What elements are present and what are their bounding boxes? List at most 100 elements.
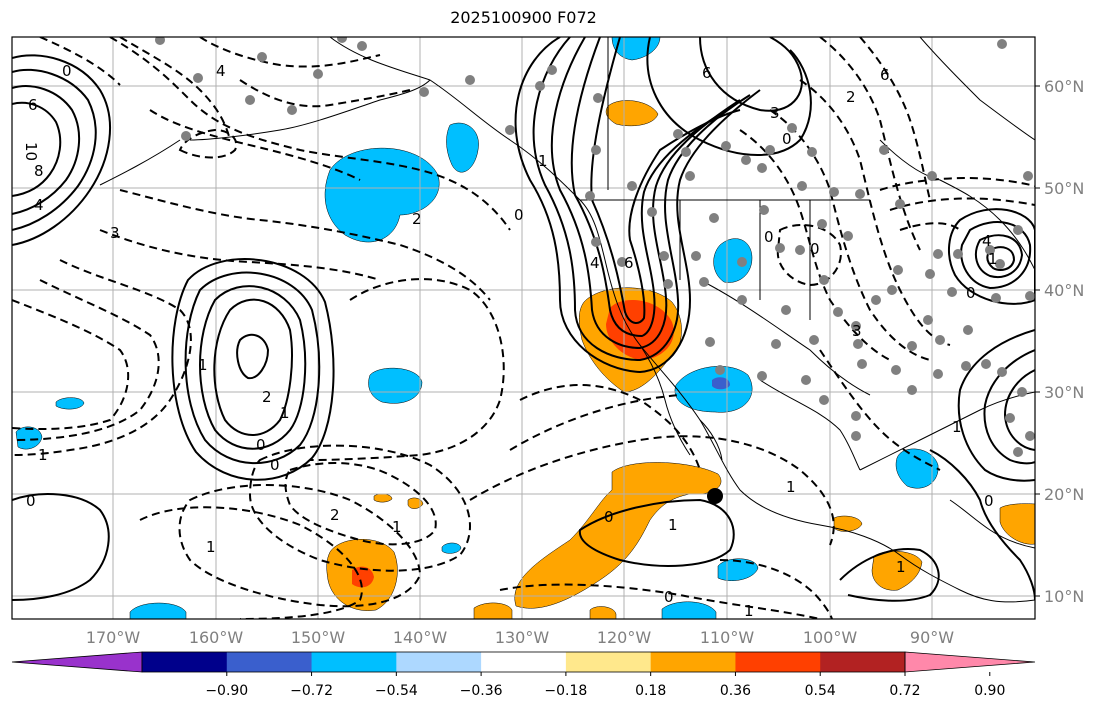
anomaly-negative <box>713 238 753 283</box>
contour-label: 4 <box>34 196 44 214</box>
contour-label: 0 <box>604 508 614 526</box>
focus-point-marker <box>707 488 723 504</box>
contour-positive <box>570 37 731 338</box>
anomaly-negative <box>661 601 717 619</box>
contour-positive <box>199 285 307 450</box>
anomaly-negative <box>15 426 43 450</box>
colorbar-extend-high <box>904 651 1036 673</box>
contour-label: 4 <box>216 62 226 80</box>
map-title: 2025100900 F072 <box>450 8 597 27</box>
contour-label: 1 <box>198 356 208 374</box>
shaded-anomalies <box>15 37 1035 619</box>
contour-positive <box>948 208 1035 305</box>
contour-label: 0 <box>514 206 524 224</box>
colorbar-extend-low <box>11 651 143 673</box>
contour-labels: 0 6 10 8 4 3 4 2 0 6 1 6 4 3 0 2 0 0 6 1… <box>22 62 998 620</box>
contour-positive <box>699 37 803 112</box>
anomaly-positive <box>473 602 513 619</box>
contour-negative <box>199 37 381 68</box>
contour-zero <box>578 498 735 567</box>
contour-label: 6 <box>702 64 712 82</box>
contour-positive <box>12 101 62 197</box>
contour-negative <box>776 224 842 287</box>
contour-zero <box>929 449 1035 601</box>
contour-negative <box>178 484 422 608</box>
contour-positive <box>974 234 1024 278</box>
anomaly-negative <box>324 147 440 243</box>
contour-label: 1 <box>952 418 962 436</box>
contour-positive <box>236 333 270 380</box>
contour-label: 1 <box>988 250 998 268</box>
colorbar-tick-label: −0.72 <box>290 683 333 699</box>
contour-label: 1 <box>206 538 216 556</box>
contour-label: 1 <box>538 152 548 170</box>
contour-positive <box>646 37 812 156</box>
colorbar-segment <box>226 652 313 672</box>
contour-label: 0 <box>782 130 792 148</box>
contour-positive <box>12 54 111 246</box>
contours-negative <box>12 37 1035 619</box>
anomaly-positive <box>605 100 659 127</box>
contour-negative <box>99 229 381 281</box>
contour-negative <box>109 37 511 231</box>
colorbar-tick-label: −0.90 <box>205 683 248 699</box>
colorbar: −0.90 −0.72 −0.54 −0.36 −0.18 0.18 0.36 0.54 0.7… <box>11 651 1036 699</box>
contour-label: 3 <box>852 322 862 340</box>
lon-label: 120°W <box>597 628 652 647</box>
lat-label: 40°N <box>1044 281 1084 300</box>
contour-positive <box>514 37 761 374</box>
colorbar-tick-label: 0.36 <box>720 683 751 699</box>
colorbar-segment <box>481 652 567 672</box>
colorbar-frame <box>141 651 906 673</box>
latitude-axis: 60°N 50°N 40°N 30°N 20°N 10°N <box>1035 77 1084 606</box>
contour-label: 1 <box>280 404 290 422</box>
contour-negative <box>519 384 701 471</box>
contour-label: 1 <box>896 558 906 576</box>
contour-label: 3 <box>770 104 780 122</box>
anomaly-negative <box>446 122 479 173</box>
contour-negative <box>819 37 921 251</box>
lat-label: 30°N <box>1044 383 1084 402</box>
contour-negative <box>248 444 471 572</box>
contour-positive <box>213 298 293 436</box>
contour-negative <box>819 349 941 471</box>
contour-negative <box>309 278 505 461</box>
contour-label: 0 <box>984 492 994 510</box>
contour-negative <box>12 279 160 441</box>
contour-positive <box>171 258 335 481</box>
contour-negative <box>739 129 891 361</box>
contours <box>12 37 1035 602</box>
colorbar-tick-label: 0.54 <box>805 683 836 699</box>
contour-label: 2 <box>412 210 422 228</box>
contour-negative <box>239 79 411 108</box>
lat-label: 60°N <box>1044 77 1084 96</box>
contour-positive <box>184 271 321 465</box>
contour-negative <box>12 259 192 456</box>
anomaly-negative <box>895 448 939 489</box>
lon-label: 110°W <box>700 628 755 647</box>
contour-negative <box>889 197 1035 211</box>
contour-label: 0 <box>62 62 72 80</box>
contour-label: 0 <box>270 456 280 474</box>
lat-label: 50°N <box>1044 179 1084 198</box>
contour-label: 4 <box>590 254 600 272</box>
colorbar-tick-label: 0.72 <box>889 683 920 699</box>
lat-label: 10°N <box>1044 587 1084 606</box>
contour-negative <box>769 109 931 361</box>
anomaly-positive <box>407 497 424 509</box>
anomaly-positive <box>589 606 617 619</box>
lon-label: 150°W <box>291 628 346 647</box>
coastlines <box>99 37 1035 603</box>
contour-positive <box>983 349 1035 465</box>
contour-label: 0 <box>810 240 820 258</box>
anomaly-negative <box>55 397 85 410</box>
anomaly-negative-strong <box>712 377 730 390</box>
colorbar-segment <box>142 652 228 672</box>
contour-label: 0 <box>966 284 976 302</box>
contour-positive <box>986 246 1016 271</box>
colorbar-segment <box>311 652 397 672</box>
contour-label: 1 <box>786 478 796 496</box>
contour-label: 0 <box>26 492 36 510</box>
colorbar-segment <box>735 652 821 672</box>
